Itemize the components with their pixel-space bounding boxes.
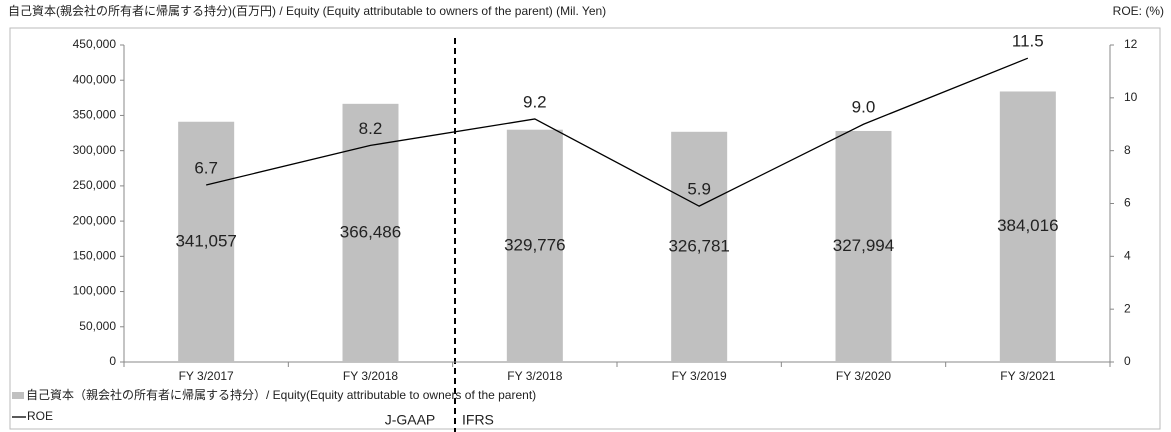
y-tick-label: 350,000 [73, 108, 117, 122]
y-tick-label: 200,000 [73, 213, 117, 227]
annotation: IFRS [462, 412, 494, 428]
y2-tick-label: 6 [1124, 196, 1131, 210]
bar-label: 366,486 [340, 222, 401, 241]
y-tick-label: 150,000 [73, 249, 117, 263]
roe-label: 9.2 [523, 92, 547, 111]
bar-label: 329,776 [504, 235, 565, 254]
annotation: J-GAAP [385, 412, 436, 428]
roe-label: 8.2 [359, 119, 383, 138]
legend-swatch [12, 392, 24, 399]
y2-tick-label: 4 [1124, 249, 1131, 263]
y-tick-label: 50,000 [79, 319, 116, 333]
bar [506, 129, 563, 362]
bar [342, 103, 399, 363]
bar-label: 384,016 [997, 216, 1058, 235]
roe-line [206, 57, 1029, 207]
x-tick-label: FY 3/2020 [836, 369, 891, 383]
y-tick-label: 300,000 [73, 143, 117, 157]
bar-label: 341,057 [175, 231, 236, 250]
bar [999, 91, 1056, 363]
x-tick-label: FY 3/2018 [507, 369, 562, 383]
roe-label: 6.7 [194, 158, 218, 177]
y2-tick-label: 12 [1124, 37, 1138, 51]
bar [178, 121, 235, 362]
y2-tick-label: 8 [1124, 143, 1131, 157]
roe-label: 9.0 [852, 98, 876, 117]
roe-label: 11.5 [1012, 32, 1044, 51]
bar-label: 326,781 [668, 236, 729, 255]
x-tick-label: FY 3/2017 [179, 369, 234, 383]
y2-tick-label: 10 [1124, 90, 1138, 104]
x-tick-label: FY 3/2021 [1000, 369, 1055, 383]
x-tick-label: FY 3/2018 [343, 369, 398, 383]
y-tick-label: 100,000 [73, 284, 117, 298]
legend-label: 自己資本（親会社の所有者に帰属する持分）/ Equity(Equity attr… [26, 387, 536, 402]
roe-label: 5.9 [687, 180, 711, 199]
bar [835, 130, 892, 362]
y-tick-label: 400,000 [73, 72, 117, 86]
y2-tick-label: 2 [1124, 301, 1131, 315]
chart-frame [9, 27, 1161, 430]
y-tick-label: 0 [109, 354, 116, 368]
x-tick-label: FY 3/2019 [672, 369, 727, 383]
chart-title: 自己資本(親会社の所有者に帰属する持分)(百万円) / Equity (Equi… [8, 3, 606, 18]
y2-title: ROE: (%) [1113, 4, 1164, 18]
y2-tick-label: 0 [1124, 354, 1131, 368]
legend-label: ROE [27, 409, 53, 423]
y-tick-label: 450,000 [73, 37, 117, 51]
bar [671, 131, 728, 362]
y-tick-label: 250,000 [73, 178, 117, 192]
bar-label: 327,994 [833, 236, 894, 255]
